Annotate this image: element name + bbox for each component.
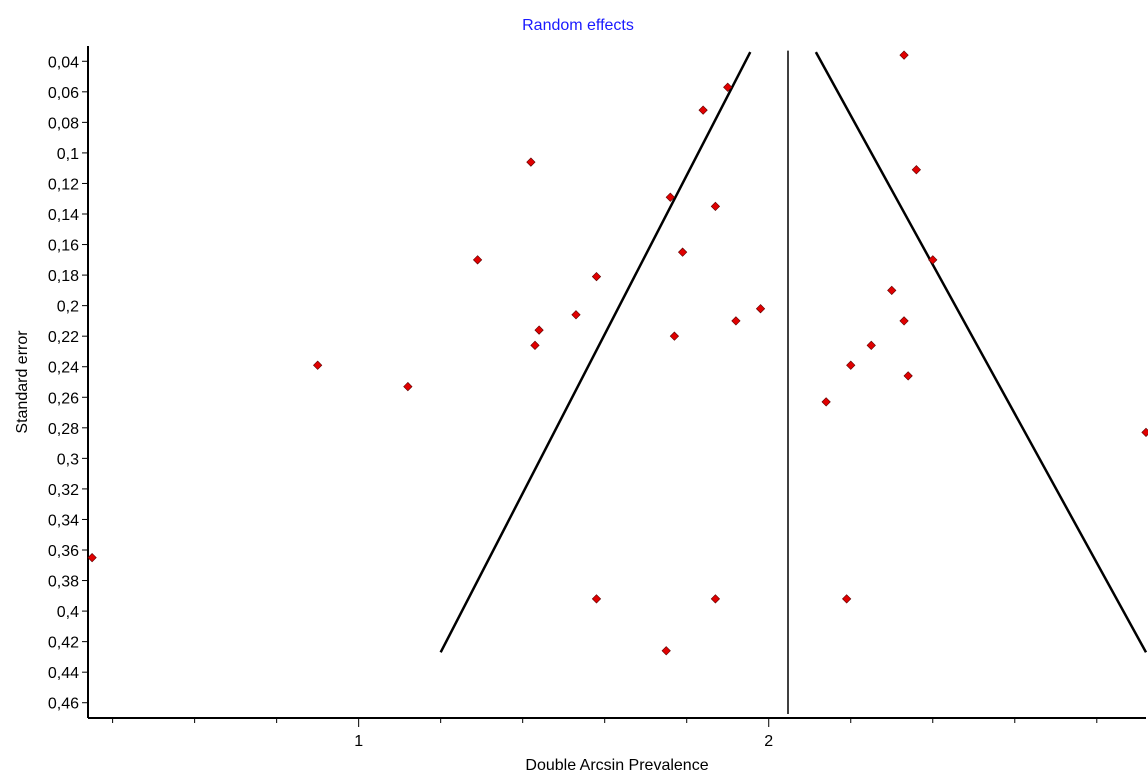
data-point [87,553,97,563]
data-point [710,594,721,604]
x-axis-label: Double Arcsin Prevalence [525,757,708,774]
y-tick-label: 0,36 [48,543,79,560]
y-tick-label: 0,42 [48,635,79,652]
y-tick-label: 0,16 [48,238,79,255]
y-tick-label: 0,38 [48,574,79,591]
y-tick-label: 0,3 [57,451,79,468]
data-point [911,165,921,175]
data-point [526,157,536,167]
data-point [530,340,540,350]
data-point [723,82,733,92]
data-point [591,271,602,282]
y-tick-label: 0,28 [48,421,79,438]
data-points [87,50,1148,656]
data-point [846,360,856,370]
y-tick-label: 0,32 [48,482,79,499]
data-point [669,331,680,341]
data-point [899,50,909,60]
y-tick-label: 0,22 [48,329,79,346]
y-axis-label: Standard error [14,330,31,434]
y-tick-label: 0,34 [48,512,79,529]
data-point [903,371,913,381]
y-tick-label: 0,4 [57,604,79,621]
data-point [403,381,413,392]
y-tick-label: 0,06 [48,85,79,102]
data-point [821,397,831,407]
data-point [1141,427,1148,438]
data-point [731,316,741,326]
y-tick-label: 0,44 [48,665,79,682]
data-point [866,340,876,350]
y-tick-label: 0,26 [48,390,79,407]
data-point [534,325,544,335]
data-point [571,310,581,320]
data-point [661,646,671,656]
y-axis: 0,04 0,06 0,08 0,1 0,12 0,14 0,16 0,18 0,2 0,22 0,… [48,46,89,718]
data-point [710,201,721,211]
y-tick-label: 0,2 [57,299,79,316]
y-tick-label: 0,14 [48,207,79,224]
y-tick-label: 0,18 [48,268,79,285]
funnel-right-limit [814,51,1148,653]
y-tick-label: 0,46 [48,696,79,713]
x-tick-label: 1 [354,733,363,750]
y-tick-label: 0,08 [48,115,79,132]
data-point [899,316,909,326]
data-point [755,304,766,314]
y-tick-label: 0,24 [48,360,79,377]
y-tick-label: 0,04 [48,54,79,71]
data-point [698,105,708,115]
funnel-left-limit [439,51,752,653]
x-tick-label: 2 [764,733,773,750]
y-tick-label: 0,12 [48,176,79,193]
data-point [887,285,897,295]
data-point [313,360,323,370]
data-point [665,192,675,202]
data-point [842,594,852,604]
data-point [677,247,688,257]
data-point [472,255,483,265]
data-point [591,594,602,604]
y-tick-label: 0,1 [57,146,79,163]
data-point [928,255,938,265]
chart-title: Random effects [522,17,634,34]
funnel-lines [439,50,1148,714]
